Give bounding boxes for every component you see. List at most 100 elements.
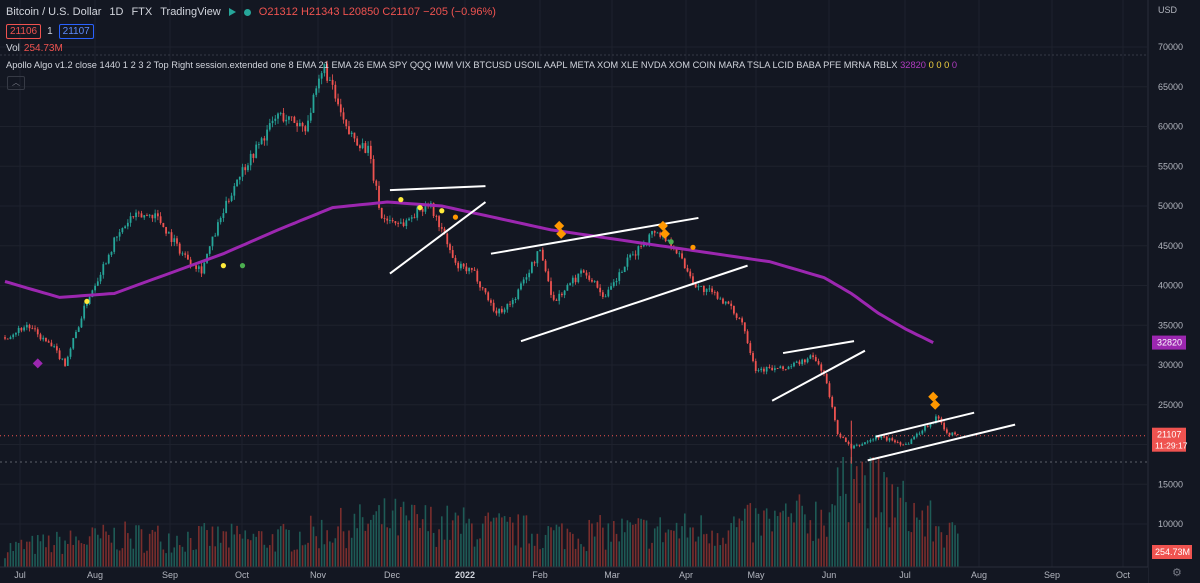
trendlines <box>389 185 1016 462</box>
price-tick-label: 10000 <box>1158 519 1183 529</box>
quote-row: 21106 1 21107 <box>6 24 94 39</box>
candle-body <box>585 272 588 276</box>
volume-legend[interactable]: Vol 254.73M <box>6 43 63 54</box>
volume-bar <box>724 543 727 567</box>
candle-body <box>361 143 364 149</box>
volume-bar <box>850 457 853 567</box>
volume-bar <box>438 529 440 567</box>
interval[interactable]: 1D <box>109 6 124 18</box>
volume-bar <box>6 552 9 567</box>
candle-body <box>66 356 69 366</box>
volume-bar <box>683 513 686 567</box>
volume-bar <box>946 535 948 567</box>
volume-bar <box>359 504 361 567</box>
signal-dot <box>220 263 226 269</box>
price-axis[interactable]: 1000015000200002500030000350004000045000… <box>1147 0 1200 583</box>
candle-body <box>39 334 42 340</box>
collapse-legend-icon[interactable]: ︿ <box>7 76 25 90</box>
settings-gear-icon[interactable]: ⚙ <box>1172 567 1182 579</box>
candle-body <box>683 258 686 269</box>
volume-bar <box>738 518 741 567</box>
volume-bar <box>722 537 724 567</box>
candle-body <box>99 274 102 282</box>
candle-body <box>763 368 765 372</box>
symbol-name[interactable]: Bitcoin / U.S. Dollar <box>6 6 102 18</box>
volume-bar <box>891 484 894 567</box>
candle-body <box>25 324 28 328</box>
candle-body <box>320 73 323 79</box>
price-tick-label: 35000 <box>1158 320 1183 330</box>
candle-body <box>375 180 378 186</box>
volume-bar <box>17 542 20 567</box>
candle-body <box>511 299 514 305</box>
time-axis[interactable]: Jul Aug Sep Oct Nov Dec 2022 Feb Mar Apr May Jun Jul… <box>0 566 1148 583</box>
candle-body <box>517 289 520 299</box>
indicator-legend[interactable]: Apollo Algo v1.2 close 1440 1 2 3 2 Top … <box>6 60 957 70</box>
candle-body <box>855 444 858 446</box>
candle-body <box>126 222 129 227</box>
volume-bar <box>121 548 124 567</box>
volume-bar <box>883 471 885 567</box>
volume-bar <box>446 505 449 567</box>
candle-body <box>137 212 140 214</box>
volume-bar <box>869 457 872 567</box>
candle-body <box>257 144 260 146</box>
candle-body <box>397 223 400 224</box>
flag-icon[interactable] <box>228 8 236 16</box>
volume-bar <box>124 521 126 567</box>
volume-bar <box>148 533 151 567</box>
candle-body <box>550 281 552 295</box>
candle-body <box>244 167 247 171</box>
candle-body <box>749 343 752 353</box>
time-tick-label: Sep <box>162 570 178 580</box>
candle-body <box>547 271 550 282</box>
volume-bar <box>222 531 225 567</box>
signal-diamond <box>657 220 668 231</box>
volume-bar <box>842 457 844 567</box>
candle-body <box>9 337 12 340</box>
volume-bar <box>812 540 814 567</box>
volume-bar <box>378 505 380 567</box>
volume-bar <box>533 545 536 567</box>
buy-button[interactable]: 21107 <box>58 24 94 39</box>
candle-body <box>558 293 561 301</box>
volume-bar <box>107 534 110 567</box>
volume-bar <box>746 504 749 567</box>
volume-bar <box>585 551 588 567</box>
last-price-label: 21107 <box>1157 430 1181 440</box>
sell-button[interactable]: 21106 <box>6 24 42 39</box>
volume-bar <box>768 518 771 567</box>
candle-body <box>380 207 383 218</box>
volume-bar <box>784 503 787 567</box>
volume-bar <box>372 514 375 567</box>
volume-bar <box>716 533 719 567</box>
volume-bar <box>26 541 28 567</box>
volume-bar <box>520 547 522 567</box>
signal-diamond <box>928 391 939 402</box>
price-tick-label: 50000 <box>1158 201 1183 211</box>
candle-body <box>607 289 610 297</box>
volume-bar <box>659 517 661 567</box>
candle-body <box>675 248 678 254</box>
volume-bar <box>888 527 891 567</box>
candle-body <box>653 231 656 233</box>
currency-label[interactable]: USD <box>1158 5 1178 15</box>
volume-bar <box>386 527 388 567</box>
volume-bar <box>318 548 320 567</box>
signal-diamond <box>554 220 565 231</box>
candle-body <box>577 273 580 283</box>
indicator-value-2: 0 <box>928 60 934 70</box>
volume-bar <box>443 539 446 567</box>
candle-body <box>648 234 651 244</box>
volume-bar <box>877 457 880 567</box>
candle-body <box>214 235 217 237</box>
volume-bar <box>77 540 80 567</box>
time-tick-label: Apr <box>679 570 693 580</box>
volume-bar <box>817 538 820 567</box>
candle-body <box>124 226 127 229</box>
volume-bar <box>880 512 883 567</box>
price-tick-label: 60000 <box>1158 122 1183 132</box>
candle-body <box>367 145 369 153</box>
candle-body <box>227 200 230 202</box>
